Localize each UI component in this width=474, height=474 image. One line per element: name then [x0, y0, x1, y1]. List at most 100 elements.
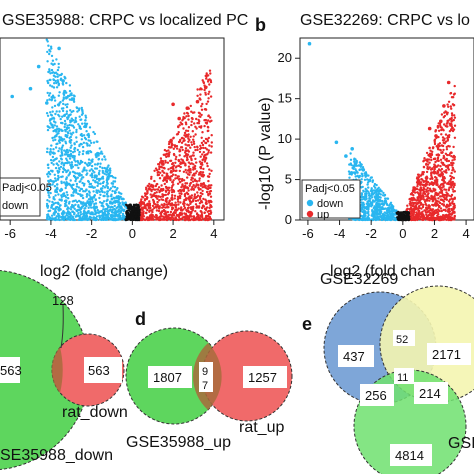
- panel-a-up-dot: [163, 209, 166, 213]
- panel-a-down-dot: [90, 202, 93, 205]
- panel-a-down-dot: [115, 206, 118, 210]
- panel-b-down-dot: [371, 180, 374, 184]
- panel-b-up-dot: [408, 208, 411, 211]
- panel-a-down-dot: [54, 207, 57, 211]
- panel-a-down-dot: [75, 136, 78, 139]
- panel-a-up-dot: [154, 216, 158, 219]
- panel-a-down-dot: [102, 205, 105, 208]
- panel-a-up-dot: [180, 192, 183, 196]
- panel-a-up-dot: [159, 195, 162, 199]
- panel-a-ns-dot: [136, 218, 139, 221]
- panel-a-up-dot: [192, 215, 196, 218]
- panel-a-up-dot: [192, 198, 195, 201]
- panel-a-up-dot: [141, 202, 144, 205]
- panel-a-down-dot: [68, 136, 71, 140]
- panel-b-up-dot: [445, 148, 449, 151]
- panel-a-down-dot: [73, 121, 76, 124]
- panel-b-up-dot: [426, 195, 430, 199]
- panel-a-down-dot: [61, 170, 65, 174]
- panel-a-down-dot: [92, 179, 95, 182]
- panel-a-down-dot: [70, 144, 73, 147]
- panel-a-up-dot: [210, 169, 213, 172]
- panel-b-up-dot: [447, 188, 450, 191]
- panel-a-up-dot: [177, 175, 180, 178]
- panel-a-down-dot: [85, 195, 89, 198]
- panel-b-down-dot: [348, 172, 351, 176]
- panel-a-up-dot: [166, 161, 170, 164]
- panel-a-up-dot: [200, 113, 203, 117]
- panel-a-down-dot: [60, 152, 64, 155]
- panel-a-down-dot: [77, 123, 80, 126]
- panel-a-up-dot: [162, 215, 165, 218]
- panel-a-down-dot: [76, 110, 79, 113]
- panel-a-ns-dot: [131, 216, 135, 220]
- panel-a-up-dot: [188, 198, 191, 202]
- panel-a-down-dot: [57, 206, 61, 209]
- panel-a-down-dot: [76, 164, 79, 167]
- panel-b-up-dot: [445, 159, 449, 163]
- panel-b-up-dot: [447, 164, 450, 167]
- panel-a-up-dot: [179, 121, 182, 124]
- panel-b-up-dot: [447, 100, 451, 104]
- panel-a-down-dot: [70, 161, 74, 164]
- panel-a-down-dot: [65, 170, 68, 174]
- panel-a-up-dot: [205, 162, 209, 165]
- panel-a-up-dot: [195, 184, 198, 187]
- panel-a-down-dot: [60, 212, 64, 215]
- panel-a-up-dot: [167, 142, 171, 146]
- panel-b-down-dot: [364, 174, 367, 177]
- panel-a-down-dot: [54, 79, 57, 83]
- panel-a-up-dot: [160, 189, 164, 192]
- panel-a-down-dot: [87, 198, 91, 201]
- panel-a-down-dot: [88, 215, 92, 218]
- panel-b-down-dot: [389, 202, 392, 206]
- panel-a-down-dot: [67, 174, 70, 177]
- panel-a-down-dot: [61, 99, 65, 102]
- panel-a-down-dot: [83, 207, 86, 210]
- panel-a-up-dot: [157, 195, 160, 198]
- panel-a-down-dot: [89, 182, 93, 186]
- panel-a-up-dot: [161, 193, 164, 196]
- panel-a-up-dot: [189, 104, 192, 108]
- panel-a-up-dot: [192, 187, 195, 191]
- panel-a-down-dot: [66, 96, 69, 99]
- panel-a-down-dot: [77, 215, 80, 218]
- panel-a-down-dot: [67, 197, 70, 200]
- panel-a-down-dot: [108, 167, 112, 170]
- panel-a-up-dot: [200, 173, 203, 176]
- panel-a-down-dot: [68, 157, 72, 160]
- panel-b-up-cloud: [405, 84, 457, 222]
- panel-a-down-dot: [45, 112, 49, 115]
- panel-b-up-dot: [453, 155, 456, 159]
- panel-a-down-dot: [63, 169, 67, 172]
- panel-a-up-dot: [173, 145, 177, 148]
- panel-a-up-dot: [204, 93, 207, 96]
- panel-b-down-dot: [362, 203, 365, 206]
- panel-b-up-dot: [425, 213, 428, 216]
- panel-a-down-dot: [62, 96, 65, 99]
- panel-b-up-dot: [426, 199, 429, 202]
- panel-a-down-dot: [67, 131, 70, 135]
- panel-a-ns-dot: [137, 208, 140, 211]
- panel-a-up-dot: [178, 192, 181, 195]
- panel-a-down-dot: [109, 169, 112, 172]
- panel-b-up-dot: [447, 182, 451, 186]
- panel-b-ns-dot: [406, 215, 410, 218]
- panel-b-up-dot: [453, 190, 456, 193]
- panel-a-up-dot: [191, 177, 195, 180]
- panel-b-data-marks: [307, 41, 451, 213]
- panel-a-down-dot: [57, 139, 61, 143]
- panel-a-down-dot: [57, 94, 60, 97]
- panel-b-up-dot: [421, 213, 424, 216]
- panel-a-up-dot: [186, 135, 189, 138]
- panel-a-down-dot: [60, 129, 63, 132]
- panel-d-left-set: GSE35988_up: [126, 434, 231, 451]
- panel-a-down-dot: [58, 147, 61, 150]
- panel-a-down-dot: [66, 210, 70, 213]
- panel-b-up-dot: [443, 123, 446, 126]
- panel-a-down-dot: [74, 215, 78, 218]
- panel-a-down-dot: [54, 146, 58, 149]
- panel-b-up-dot: [447, 105, 450, 109]
- panel-a-up-dot: [178, 124, 181, 127]
- panel-a-down-dot: [69, 216, 72, 219]
